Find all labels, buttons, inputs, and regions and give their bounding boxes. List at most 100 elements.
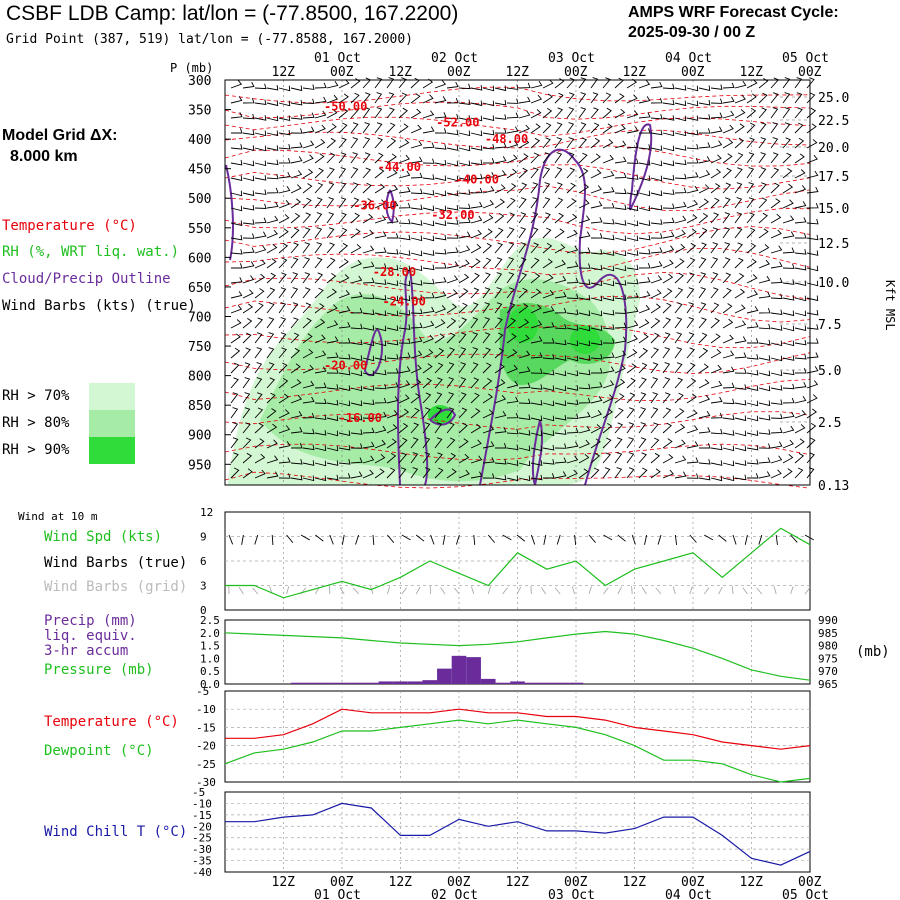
- wind-barb: [458, 392, 467, 404]
- wind-barb: [626, 250, 639, 256]
- wind-barb: [746, 444, 759, 451]
- wind-barb: [494, 170, 507, 179]
- wind-barb: [722, 138, 734, 149]
- wind-barb: [734, 197, 743, 209]
- wind-barb: [674, 332, 683, 344]
- wind-barb-true: [271, 534, 274, 546]
- wind-barb: [638, 407, 647, 419]
- wind-barb: [506, 475, 519, 482]
- wind-barb: [806, 234, 819, 241]
- wind-barb: [266, 145, 279, 151]
- top-date-label: 01 Oct: [314, 51, 361, 66]
- wind-barb: [758, 355, 771, 361]
- wind-barb: [782, 355, 795, 361]
- wind-barb: [590, 92, 599, 104]
- wind-barb: [614, 308, 627, 314]
- wind-barb: [326, 80, 339, 89]
- wind-barb: [638, 319, 650, 329]
- top-hour-label: 00Z: [447, 65, 471, 80]
- temp-panel-label: Temperature (°C): [44, 714, 179, 730]
- wind-barb: [242, 247, 255, 254]
- wind-barb: [518, 430, 531, 436]
- wind-barb: [362, 137, 371, 149]
- wind-barb: [638, 304, 651, 314]
- wind-barb: [638, 205, 651, 212]
- wind-barb: [518, 287, 528, 299]
- wind-barb: [314, 414, 327, 420]
- wind-barb: [650, 362, 659, 374]
- wind-barb: [530, 80, 543, 89]
- wind-barb: [518, 138, 530, 149]
- wind-barb: [518, 414, 531, 421]
- wind-barb: [770, 152, 779, 164]
- wind-barb: [734, 384, 747, 390]
- rh70-swatch: [89, 383, 135, 410]
- wind-barb: [614, 467, 623, 479]
- wind-barb: [506, 428, 519, 435]
- wind-barb: [434, 392, 443, 404]
- precip-bar: [495, 682, 511, 684]
- wind-barb: [290, 394, 303, 404]
- wind-barb: [674, 85, 687, 91]
- wind-barb: [602, 394, 614, 404]
- wind-barb: [662, 189, 675, 195]
- wind-barb: [662, 347, 671, 359]
- wind-barb: [602, 437, 612, 449]
- wind-barb: [674, 229, 686, 239]
- wind-barb: [458, 332, 467, 344]
- height-tick-label: 5.0: [818, 364, 841, 379]
- dewpoint-panel-label: Dewpoint (°C): [44, 743, 154, 759]
- wind-barb-grid: [703, 587, 710, 595]
- top-hour-label: 00Z: [798, 65, 822, 80]
- pressure-axis-label: P (mb): [170, 61, 213, 75]
- wind-barb: [386, 438, 397, 449]
- wind-barb: [470, 302, 479, 314]
- wind-barb: [290, 363, 301, 374]
- wind-barb: [398, 250, 411, 256]
- wind-barb-true: [415, 534, 425, 542]
- windchill-panel-label: Wind Chill T (°C): [44, 824, 188, 840]
- wind-barb: [314, 153, 325, 164]
- wind-barb: [242, 407, 251, 419]
- wind-barb: [566, 182, 576, 194]
- wind-barb: [794, 325, 807, 331]
- pressure-tick-label: 300: [188, 74, 211, 89]
- wind-barb: [470, 229, 482, 239]
- wind-barb: [266, 362, 275, 374]
- wind-barb: [326, 197, 335, 209]
- wind-barb: [614, 378, 626, 389]
- wind-barb: [398, 423, 409, 434]
- precip-bar: [290, 682, 306, 684]
- wind-barb: [266, 173, 279, 180]
- wind-barb: [554, 152, 563, 164]
- isotherm-line: [224, 443, 811, 461]
- wind-barb: [482, 473, 495, 479]
- wind-barb: [434, 190, 447, 197]
- wind-barb: [602, 352, 615, 359]
- wind-barb: [254, 317, 264, 329]
- wind-barb: [734, 430, 747, 437]
- wind-barb: [446, 332, 456, 344]
- wind-barb: [602, 250, 615, 256]
- wind-barb-true: [502, 534, 512, 541]
- wind-barb: [746, 385, 759, 391]
- wind-barb: [734, 304, 746, 314]
- wind-barb: [770, 413, 783, 419]
- isotherm-line: [224, 378, 811, 402]
- wind-barb: [566, 309, 579, 316]
- wind-barb: [578, 247, 591, 254]
- wind-barb: [626, 437, 635, 449]
- wind-barb: [482, 85, 495, 92]
- wind-barb: [410, 172, 423, 179]
- wind-barb: [530, 320, 543, 329]
- wind-barb: [338, 459, 351, 465]
- wind-barb: [806, 394, 818, 404]
- wind-barb: [362, 261, 375, 269]
- wind-barb: [626, 126, 639, 134]
- wind-barb: [434, 333, 445, 344]
- wind-barb: [722, 82, 735, 89]
- wind-barb: [698, 99, 711, 106]
- wind-barb: [590, 325, 603, 331]
- wind-barb: [650, 392, 659, 404]
- wind-barb: [530, 123, 541, 134]
